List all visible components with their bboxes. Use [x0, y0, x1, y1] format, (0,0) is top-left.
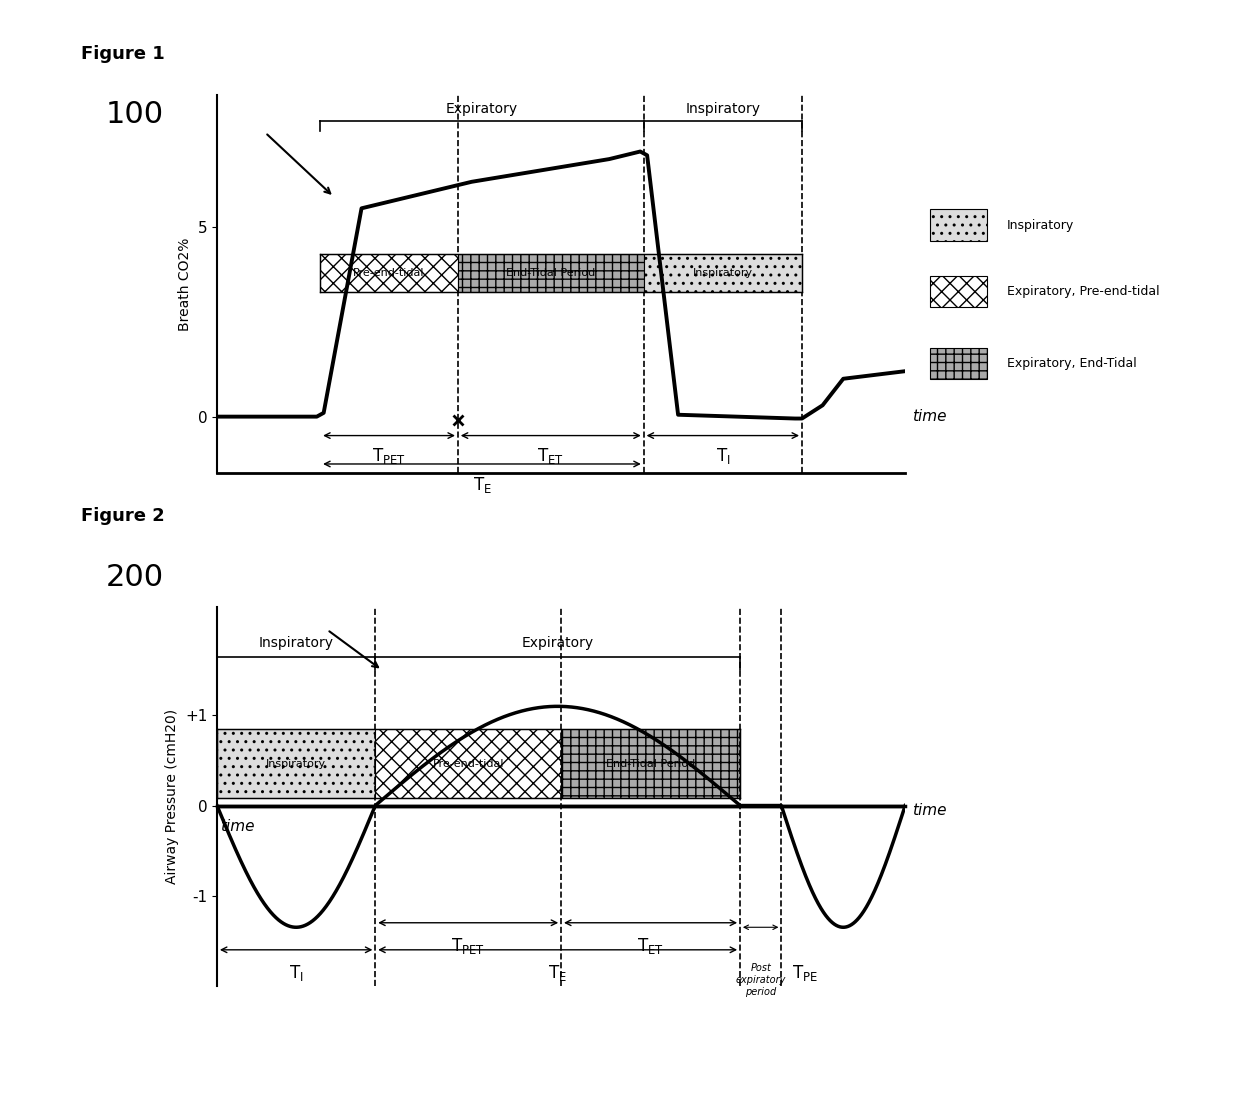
Text: Pre-end-tidal: Pre-end-tidal: [433, 759, 503, 769]
Text: time: time: [913, 409, 946, 424]
Bar: [560, 729, 740, 799]
Bar: [930, 348, 987, 379]
Bar: [376, 729, 560, 799]
Text: $\mathregular{T_{ET}}$: $\mathregular{T_{ET}}$: [537, 447, 564, 466]
Text: Figure 1: Figure 1: [81, 45, 165, 62]
Text: Inspiratory: Inspiratory: [267, 759, 326, 769]
Text: Expiratory, End-Tidal: Expiratory, End-Tidal: [1007, 356, 1136, 370]
Text: Post
expiratory
period: Post expiratory period: [735, 964, 786, 997]
Bar: [320, 254, 458, 292]
Bar: [644, 254, 802, 292]
Text: End-Tidal Period: End-Tidal Period: [606, 759, 696, 769]
Text: $\mathregular{T_{I}}$: $\mathregular{T_{I}}$: [715, 447, 730, 466]
Text: Inspiratory: Inspiratory: [693, 267, 753, 277]
Bar: [217, 729, 376, 799]
Bar: [930, 209, 987, 241]
Text: Expiratory, Pre-end-tidal: Expiratory, Pre-end-tidal: [1007, 285, 1159, 299]
Text: $\mathregular{T_{E}}$: $\mathregular{T_{E}}$: [472, 475, 491, 495]
Bar: [458, 254, 644, 292]
Text: $\mathregular{T_{E}}$: $\mathregular{T_{E}}$: [548, 964, 567, 984]
Y-axis label: Airway Pressure (cmH20): Airway Pressure (cmH20): [165, 709, 180, 885]
Text: $\mathregular{T_{I}}$: $\mathregular{T_{I}}$: [289, 964, 304, 984]
Text: Inspiratory: Inspiratory: [1007, 218, 1074, 232]
Text: Pre-end-tidal: Pre-end-tidal: [353, 267, 425, 277]
Text: 100: 100: [105, 100, 164, 129]
Text: End-Tidal Period: End-Tidal Period: [506, 267, 595, 277]
Text: 200: 200: [105, 563, 164, 592]
Text: $\mathregular{T_{PE}}$: $\mathregular{T_{PE}}$: [791, 964, 817, 984]
Text: Inspiratory: Inspiratory: [259, 635, 334, 649]
Text: $\mathregular{T_{PET}}$: $\mathregular{T_{PET}}$: [372, 447, 405, 466]
Y-axis label: Breath CO2%: Breath CO2%: [179, 237, 192, 331]
Text: $\mathregular{T_{ET}}$: $\mathregular{T_{ET}}$: [637, 936, 663, 956]
Text: Figure 2: Figure 2: [81, 507, 165, 525]
Text: Inspiratory: Inspiratory: [686, 101, 760, 116]
Text: Expiratory: Expiratory: [522, 635, 594, 649]
Text: time: time: [221, 819, 255, 834]
Text: Expiratory: Expiratory: [446, 101, 518, 116]
Text: $\mathregular{T_{PET}}$: $\mathregular{T_{PET}}$: [451, 936, 485, 956]
Bar: [930, 276, 987, 307]
Text: time: time: [913, 802, 946, 818]
